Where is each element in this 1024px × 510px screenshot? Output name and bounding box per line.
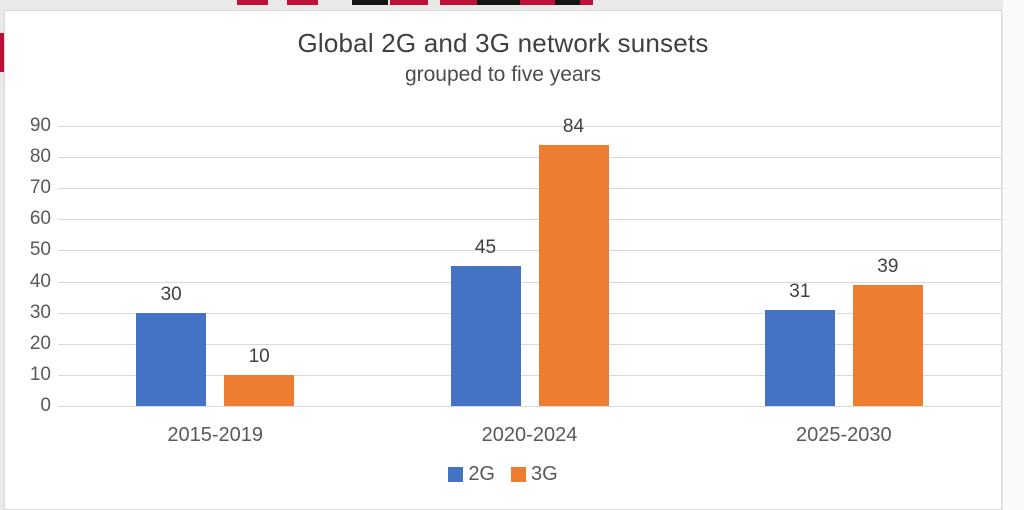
value-label-2g-2020-2024: 45 — [474, 237, 497, 258]
gridline-y-40 — [58, 281, 1001, 283]
gridline-y-0 — [58, 406, 1001, 407]
legend-item-2g: 2G — [448, 463, 495, 486]
bar-3g-2020-2024 — [538, 144, 609, 406]
decor-block — [237, 0, 268, 5]
gridline-y-60 — [58, 219, 1001, 221]
decor-block — [520, 0, 555, 5]
decor-block — [555, 0, 580, 5]
chart-title: Global 2G and 3G network sunsets — [297, 28, 709, 58]
decor-block — [477, 0, 520, 5]
legend-label-2g: 2G — [468, 463, 495, 485]
bar-2g-2025-2030 — [764, 309, 835, 406]
legend-swatch-2g — [448, 467, 464, 482]
legend: 2G 3G — [5, 463, 1001, 486]
value-label-2g-2025-2030: 31 — [789, 280, 811, 302]
y-axis-tick-label: 40 — [29, 270, 51, 292]
gridline-y-30 — [58, 312, 1001, 314]
decor-block — [580, 0, 593, 5]
left-edge-red-artifact — [0, 33, 4, 72]
gridline-y-20 — [58, 343, 1001, 345]
gridline-y-70 — [58, 188, 1001, 190]
chart-panel: Global 2G and 3G network sunsets grouped… — [4, 10, 1002, 510]
bar-2g-2015-2019 — [136, 312, 207, 406]
category-label-2025-2030: 2025-2030 — [796, 424, 892, 446]
bar-2g-2020-2024 — [450, 266, 521, 406]
category-label-2015-2019: 2015-2019 — [167, 424, 263, 446]
category-label-2020-2024: 2020-2024 — [481, 424, 578, 446]
decor-block — [390, 0, 428, 5]
y-axis-tick-label: 70 — [29, 177, 51, 199]
decor-block — [352, 0, 388, 5]
legend-label-3g: 3G — [531, 463, 558, 485]
legend-item-3g: 3G — [511, 463, 558, 486]
value-label-3g-2015-2019: 10 — [248, 345, 270, 367]
value-label-3g-2025-2030: 39 — [877, 255, 899, 277]
decor-block — [287, 0, 318, 5]
decor-block — [440, 0, 477, 5]
value-label-3g-2020-2024: 84 — [562, 115, 585, 137]
y-axis-tick-label: 30 — [29, 301, 51, 323]
y-axis-tick-label: 50 — [29, 239, 51, 261]
y-axis-tick-label: 0 — [40, 395, 51, 416]
value-label-2g-2015-2019: 30 — [160, 283, 182, 305]
gridline-y-90 — [58, 126, 1001, 127]
right-edge-gutter — [1003, 0, 1024, 510]
y-axis-tick-label: 60 — [29, 208, 51, 230]
bar-3g-2015-2019 — [224, 374, 295, 406]
bar-3g-2025-2030 — [852, 284, 923, 406]
y-axis-tick-label: 10 — [29, 363, 51, 385]
y-axis-tick-label: 20 — [29, 332, 51, 354]
gridline-y-50 — [58, 250, 1001, 252]
chart-subtitle: grouped to five years — [404, 63, 602, 86]
y-axis-tick-label: 80 — [29, 146, 51, 168]
legend-swatch-3g — [511, 467, 526, 482]
gridline-y-80 — [58, 157, 1001, 159]
gridline-y-10 — [58, 374, 1001, 376]
plot-area: 0 10 20 30 40 50 60 70 80 90 30 10 2015-2019 45 84 2020… — [5, 11, 1001, 509]
y-axis-tick-label: 90 — [29, 115, 51, 136]
